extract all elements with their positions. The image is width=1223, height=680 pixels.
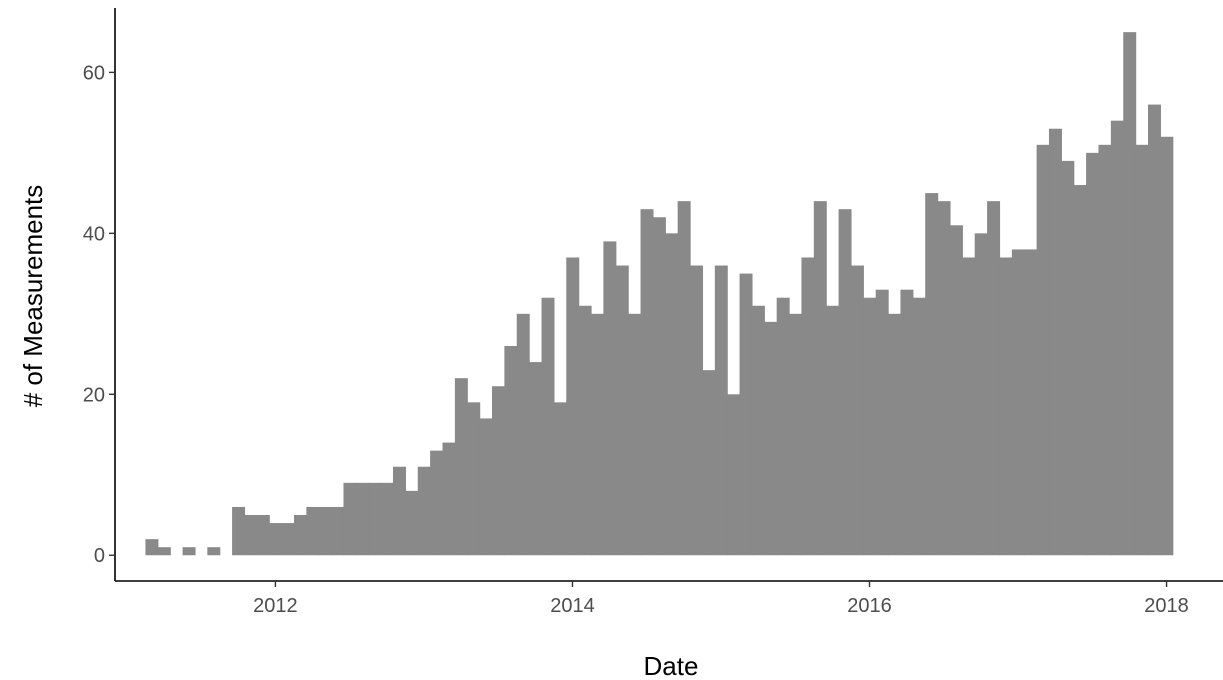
- bars-group: [145, 32, 1174, 556]
- histogram-bar: [343, 482, 357, 556]
- histogram-bar: [665, 233, 679, 556]
- histogram-bar: [962, 257, 976, 556]
- histogram-bar: [838, 209, 852, 556]
- histogram-bar: [1061, 160, 1075, 556]
- histogram-bar: [467, 402, 481, 556]
- histogram-bar: [1147, 104, 1161, 556]
- histogram-bar: [826, 305, 840, 556]
- histogram-bar: [615, 265, 629, 556]
- histogram-bar: [392, 466, 406, 556]
- x-tick-label: 2014: [550, 595, 595, 617]
- histogram-bar: [479, 418, 493, 556]
- histogram-bar: [578, 305, 592, 556]
- histogram-bar: [145, 539, 159, 556]
- histogram-bar: [492, 386, 505, 556]
- histogram-bar: [417, 466, 431, 556]
- histogram-bar: [541, 297, 555, 556]
- histogram-bar: [912, 297, 926, 556]
- histogram-bar: [529, 362, 543, 556]
- x-axis-title: Date: [644, 651, 699, 680]
- histogram-bar: [1098, 144, 1112, 556]
- histogram-bar: [850, 265, 864, 556]
- histogram-bar: [442, 442, 456, 556]
- histogram-bar: [430, 450, 444, 556]
- histogram-bar: [751, 305, 765, 556]
- histogram-bar: [1048, 128, 1062, 556]
- histogram-bar: [640, 209, 654, 556]
- histogram-bar: [628, 313, 642, 556]
- x-tick-label: 2012: [253, 595, 298, 617]
- histogram-bar: [355, 482, 369, 556]
- histogram-bar: [702, 370, 716, 556]
- histogram-bar: [603, 241, 617, 556]
- histogram-bar: [888, 313, 902, 556]
- histogram-bar: [789, 313, 803, 556]
- histogram-bar: [454, 378, 468, 556]
- histogram-bar: [652, 217, 666, 556]
- histogram-bar: [566, 257, 580, 556]
- histogram-bar: [244, 515, 258, 556]
- histogram-bar: [1024, 249, 1038, 556]
- histogram-bar: [1036, 144, 1050, 556]
- histogram-bar: [504, 346, 518, 556]
- histogram-bar: [1110, 120, 1124, 556]
- histogram-bar: [1123, 32, 1137, 556]
- histogram-bar: [306, 506, 320, 556]
- histogram-bar: [677, 201, 691, 556]
- histogram-bar: [863, 297, 877, 556]
- histogram-bar: [999, 257, 1013, 556]
- histogram-bar: [937, 201, 951, 556]
- histogram-bar: [801, 257, 815, 556]
- histogram-bar: [776, 297, 790, 556]
- histogram-bar: [1073, 185, 1087, 556]
- histogram-bar: [380, 482, 394, 556]
- histogram-bar: [900, 289, 914, 556]
- histogram-bar: [1086, 152, 1100, 556]
- histogram-bar: [157, 547, 171, 556]
- histogram-bar: [281, 523, 295, 556]
- histogram-bar: [553, 402, 567, 556]
- y-tick-label: 60: [83, 62, 105, 84]
- histogram-bar: [256, 515, 270, 556]
- histogram-bar: [318, 506, 332, 556]
- histogram-bar: [714, 265, 728, 556]
- histogram-bar: [727, 394, 741, 556]
- histogram-bar: [293, 515, 307, 556]
- y-axis-title: # of Measurements: [18, 185, 48, 408]
- histogram-bar: [974, 233, 988, 556]
- histogram-bar: [925, 193, 939, 556]
- histogram-bar: [739, 273, 753, 556]
- y-tick-label: 40: [83, 223, 105, 245]
- histogram-bar: [591, 313, 604, 556]
- y-tick-label: 0: [94, 545, 105, 567]
- histogram-bar: [987, 201, 1001, 556]
- histogram-bar: [232, 506, 246, 556]
- histogram-bar: [182, 547, 196, 556]
- histogram-bar: [1135, 144, 1149, 556]
- x-tick-label: 2018: [1144, 595, 1189, 617]
- x-tick-label: 2016: [847, 595, 892, 617]
- histogram-bar: [331, 506, 345, 556]
- histogram-bar: [690, 265, 704, 556]
- histogram-bar: [875, 289, 889, 556]
- histogram-bar: [405, 490, 419, 556]
- histogram-bar: [1160, 136, 1174, 556]
- y-tick-label: 20: [83, 384, 105, 406]
- histogram-bar: [949, 225, 963, 556]
- histogram-bar: [269, 523, 283, 556]
- x-axis-ticks: 2012 2014 2016 2018: [253, 581, 1189, 617]
- histogram-bar: [1011, 249, 1025, 556]
- histogram-bar: [516, 313, 530, 556]
- histogram-bar: [813, 201, 827, 556]
- histogram-bar: [368, 482, 382, 556]
- histogram-bar: [764, 321, 778, 556]
- histogram-bar: [207, 547, 221, 556]
- y-axis-ticks: 0 20 40 60: [83, 62, 115, 567]
